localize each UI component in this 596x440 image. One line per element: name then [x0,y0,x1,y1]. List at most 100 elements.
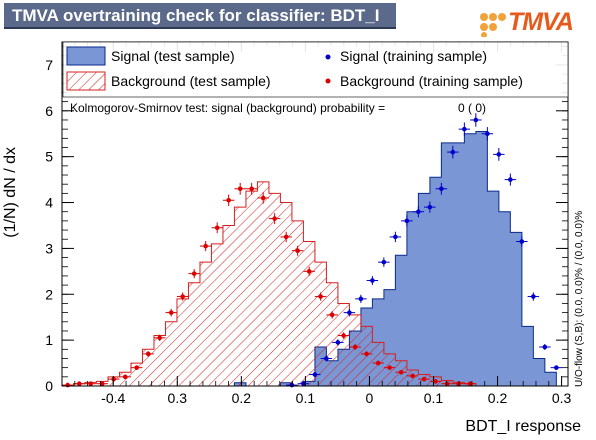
signal-train-point [301,381,306,387]
background-train-point [157,335,162,341]
y-tick-label: 2 [45,286,53,302]
y-tick-label: 3 [45,240,53,256]
signal-train-point [485,131,490,137]
background-train-point [191,271,197,276]
signal-train-point [393,234,398,240]
signal-train-point [554,365,559,370]
background-train-point [203,243,208,249]
x-tick-label: -0.4 [101,390,125,406]
background-train-point [88,381,93,387]
legend-background-train-label: Background (training sample) [340,73,523,89]
background-train-group [61,182,476,388]
overflow-text: U/O-flow (S,B): (0.0, 0.0)% / (0.0, 0.0)… [574,211,585,387]
signal-train-point [439,186,444,192]
signal-train-point [289,382,295,388]
background-train-point [456,381,461,387]
background-train-point [260,195,266,201]
background-train-point [410,373,415,379]
y-tick-label: 5 [45,149,53,165]
ks-test-text: Kolmogorov-Smirnov test: signal (backgro… [70,101,385,115]
background-train-point [444,381,450,387]
x-tick-label: 0.1 [296,390,316,406]
background-train-point [168,310,174,315]
y-tick-label: 7 [45,57,53,73]
signal-train-group [286,113,563,388]
logo-text: TMVA [508,8,574,36]
legend-background-train-marker [325,78,331,84]
tmva-logo: TMVA [474,5,592,39]
legend-background-test-swatch [66,71,106,91]
signal-train-point [324,356,329,361]
signal-train-point [312,372,318,377]
background-train-point [398,369,404,375]
background-train-point [341,333,346,338]
background-train-point [249,186,254,192]
background-train-point [352,344,358,350]
legend-signal-train-label: Signal (training sample) [340,48,487,64]
signal-train-point [427,204,433,210]
signal-train-point [531,294,536,299]
background-train-point [467,381,473,387]
signal-train-point [335,340,341,345]
legend-frame [62,41,569,98]
background-train-point [180,294,185,299]
background-train-point [421,376,427,382]
background-train-point [375,360,381,366]
legend-signal-train-marker [325,54,331,60]
y-tick-label: 1 [45,332,53,348]
signal-train-point [358,296,364,302]
signal-train-point [473,117,479,123]
legend: Signal (test sample) Background (test sa… [62,41,569,98]
background-train-point [237,186,243,192]
signal-train-point [542,344,548,350]
background-train-point [145,351,151,357]
x-tick-label: 0.3 [552,390,572,406]
x-tick-label: 0.2 [488,390,508,406]
background-train-point [272,216,277,221]
background-train-point [134,365,139,370]
y-tick-label: 0 [45,378,53,394]
signal-train-point [450,149,456,155]
background-train-point [76,381,82,387]
background-train-point [295,248,300,253]
background-train-point [306,269,312,274]
background-train-point [214,225,220,231]
x-axis-title: BDT_I response [465,418,581,435]
signal-train-point [416,209,421,215]
y-tick-label: 6 [45,103,53,119]
signal-train-point [519,239,525,244]
x-tick-label: 0.3 [168,390,188,406]
signal-train-point [381,259,387,265]
signal-train-point [462,126,467,132]
title-box: TMVA overtraining check for classifier: … [4,3,396,29]
background-train-point [283,234,289,240]
background-train-point [226,197,231,203]
x-tick-label: 0 [366,390,374,406]
legend-signal-test-label: Signal (test sample) [111,48,235,64]
ks-test-values: 0 ( 0) [458,101,486,115]
y-tick-label: 4 [45,195,53,211]
background-train-point [65,382,71,388]
chart-title: TMVA overtraining check for classifier: … [12,6,380,25]
background-train-point [364,351,369,357]
legend-signal-test-swatch [66,46,106,66]
y-axis-title: (1/N) dN / dx [2,147,19,238]
logo-dots-icon [480,13,506,37]
signal-train-point [496,152,502,157]
x-tick-label: 0.2 [232,390,252,406]
signal-train-point [508,177,513,182]
background-train-point [99,381,105,387]
background-test-histogram [62,181,568,387]
signal-train-point [404,218,410,224]
background-train-point [433,379,438,384]
x-tick-label: 0.1 [424,390,444,406]
signal-train-point [347,310,352,315]
background-train-point [318,294,323,299]
background-train-point [122,374,128,380]
signal-train-point [370,278,375,283]
background-train-point [387,365,392,370]
plot-area [61,113,568,388]
background-train-point [329,312,335,318]
legend-background-test-label: Background (test sample) [111,73,271,89]
